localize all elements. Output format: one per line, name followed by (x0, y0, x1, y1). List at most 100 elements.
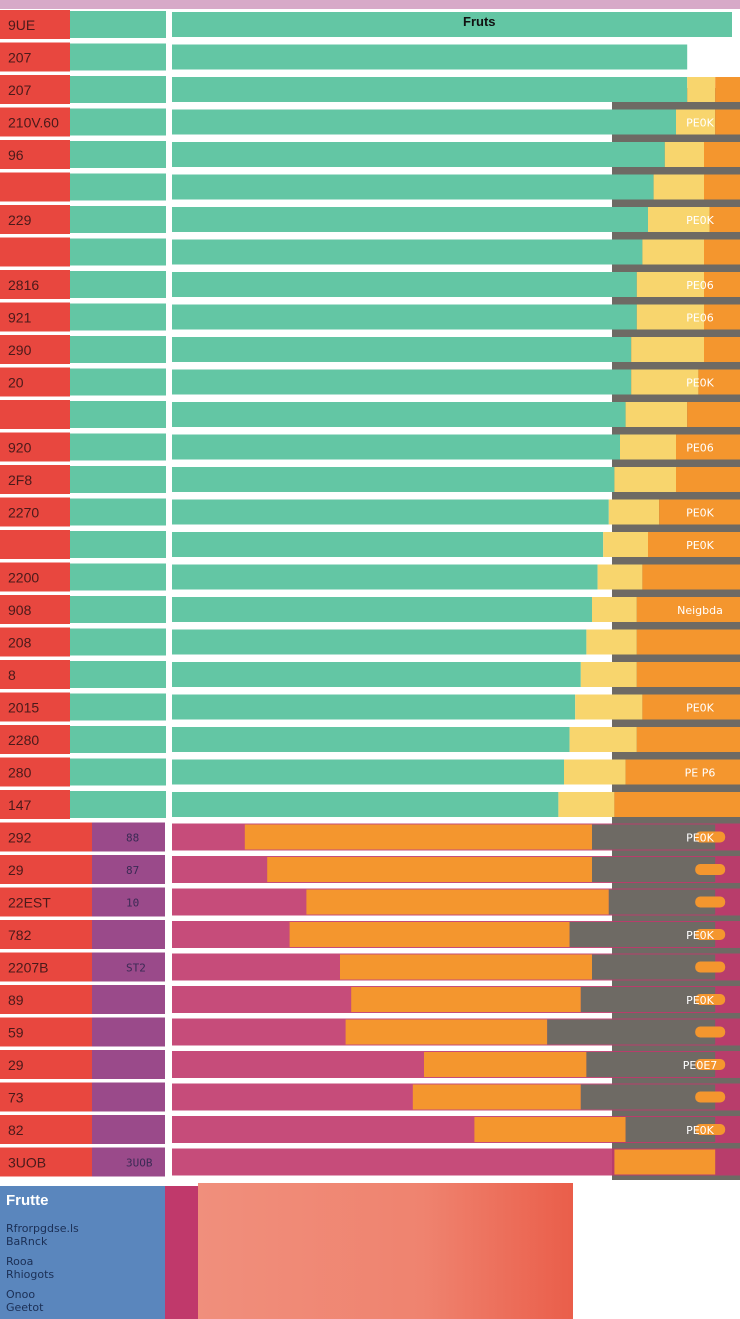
bar-segment (172, 662, 581, 687)
row-label: 920 (8, 440, 32, 456)
bar-segment (569, 727, 637, 752)
row-label-block (0, 530, 70, 559)
row-right-label: Neigbda (677, 604, 723, 617)
row-separator (166, 1082, 170, 1112)
bar-segment (614, 467, 676, 492)
bar-segment (70, 173, 170, 201)
bar-segment (70, 271, 170, 298)
bar-segment (172, 499, 609, 525)
row-right-label: PE0K (686, 214, 715, 227)
bar-segment (625, 759, 740, 785)
row-label-block (0, 497, 70, 527)
bar-segment (614, 1149, 716, 1175)
row-label: 292 (8, 830, 32, 846)
row-right-label: PE06 (686, 312, 714, 325)
bar-segment (564, 759, 626, 785)
row-value: ST2 (126, 962, 146, 975)
row-right-label: PE0K (686, 929, 715, 942)
bar-segment (592, 824, 716, 850)
row-label: 782 (8, 927, 32, 943)
row-label-block (0, 920, 92, 949)
legend-item: Rooa Rhiogots (6, 1255, 156, 1285)
bar-tail (695, 929, 726, 940)
bar-tail (695, 961, 726, 973)
row-separator (166, 1115, 170, 1144)
row-separator (166, 302, 170, 332)
bar-segment (704, 239, 740, 265)
bar-segment (172, 239, 643, 265)
bar-tail (695, 1124, 726, 1135)
bar-segment (687, 77, 716, 102)
bar-segment (70, 563, 170, 591)
bar-segment (597, 564, 643, 590)
row-label-block (0, 42, 70, 72)
row-label-block (0, 1017, 92, 1047)
row-separator (166, 725, 170, 754)
bar-segment (172, 174, 654, 200)
bar-segment (603, 532, 648, 557)
row-separator (166, 595, 170, 624)
bar-segment (676, 109, 716, 135)
bar-segment (70, 466, 170, 493)
bar-segment (648, 207, 710, 232)
bar-segment (715, 77, 740, 102)
bar-segment (267, 857, 592, 882)
bar-tail (695, 1059, 726, 1070)
row-label-block (0, 140, 70, 169)
bar-segment (676, 434, 740, 460)
row-separator (166, 367, 170, 397)
row-separator (166, 790, 170, 819)
bar-segment (70, 531, 170, 558)
row-label: 207 (8, 50, 32, 66)
row-label: 210V.60 (8, 115, 59, 131)
bar-segment (172, 792, 559, 817)
row-label: 2280 (8, 732, 39, 748)
bar-segment (172, 467, 615, 492)
strip-fill (198, 1183, 573, 1319)
row-label: 20 (8, 375, 24, 391)
row-separator (166, 562, 170, 592)
row-right-label: PE0K (686, 377, 715, 390)
bar-segment (586, 1052, 716, 1077)
bar-segment (70, 596, 170, 623)
bar-segment (575, 694, 643, 720)
bar-segment (636, 629, 740, 655)
row-label: 2200 (8, 570, 39, 586)
bar-segment (172, 109, 676, 135)
bar-segment (351, 987, 581, 1012)
row-separator (166, 887, 170, 917)
bar-segment (474, 1117, 626, 1142)
bar-segment (580, 987, 716, 1012)
row-label-block (0, 107, 70, 137)
row-label: 3UOB (8, 1155, 46, 1171)
bar-segment (70, 433, 170, 461)
row-label: 2207B (8, 960, 48, 976)
row-label-block (0, 1082, 92, 1112)
row-value: 3UOB (126, 1157, 153, 1170)
bar-segment (636, 304, 704, 330)
top-strip (0, 0, 740, 9)
row-label-block (0, 855, 92, 884)
row-label: 59 (8, 1025, 24, 1041)
bar-segment (580, 1084, 716, 1110)
bar-segment (592, 857, 716, 882)
bar-segment (70, 401, 170, 428)
row-separator (166, 75, 170, 104)
bar-segment (631, 369, 699, 395)
bar-segment (676, 467, 740, 492)
row-label-block (0, 465, 70, 494)
row-label-block (0, 75, 70, 104)
legend-title: Frutte (6, 1192, 49, 1209)
bar-tail (695, 994, 726, 1005)
bar-segment (70, 11, 170, 38)
row-separator (166, 140, 170, 169)
bar-segment (614, 792, 740, 817)
row-label: 9UE (8, 17, 35, 33)
bar-segment (653, 174, 704, 200)
bar-segment (642, 564, 740, 590)
row-right-label: PE0E7 (683, 1059, 718, 1072)
bar-tail (695, 896, 726, 908)
row-label: 96 (8, 147, 24, 163)
row-separator (166, 855, 170, 884)
row-label-block (0, 237, 70, 267)
